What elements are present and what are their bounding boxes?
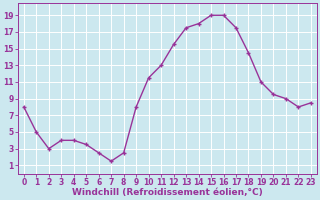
X-axis label: Windchill (Refroidissement éolien,°C): Windchill (Refroidissement éolien,°C) [72,188,263,197]
